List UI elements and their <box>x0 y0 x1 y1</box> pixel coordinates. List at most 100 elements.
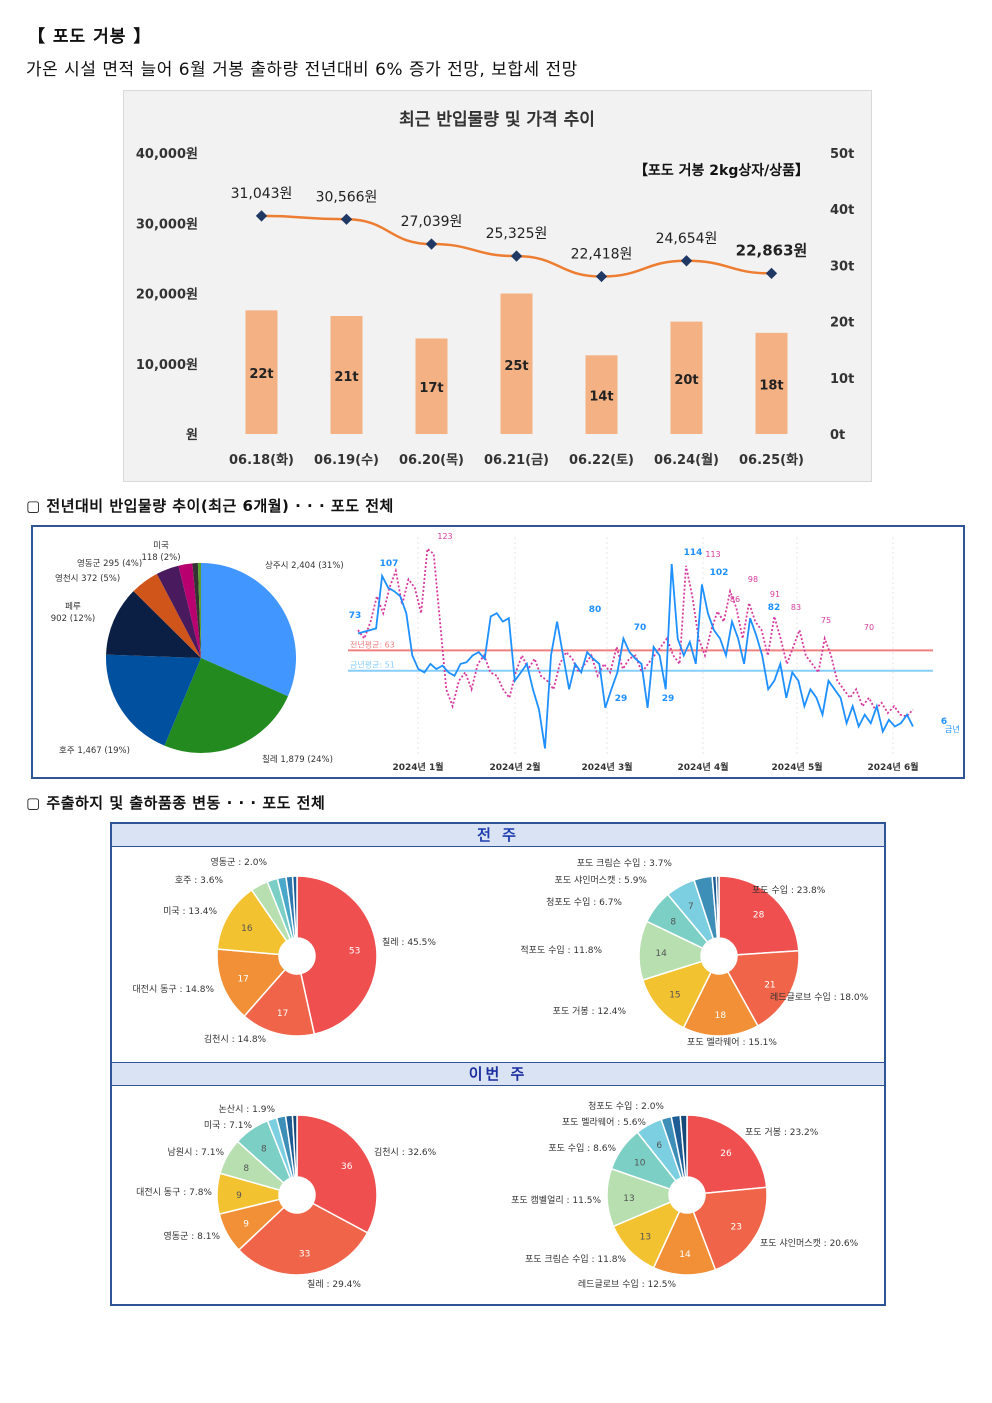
page-subtitle: 가온 시설 면적 늘어 6월 거봉 출하량 전년대비 6% 증가 전망, 보합세… <box>26 60 578 80</box>
origin-variety-panel: 전 주 53 17 17 16 칠레 : 45.5% 김천시 : 14.8% 대전시 동구 … <box>110 822 886 1306</box>
origin-pie-slice <box>164 658 288 753</box>
donut-label: 청포도 수입 : 6.7% <box>546 896 622 908</box>
x-tick-label: 06.22(토) <box>569 453 634 468</box>
donut-label: 남원시 : 7.1% <box>168 1147 225 1158</box>
donut-label: 포도 크림슨 수입 : 11.8% <box>525 1253 626 1265</box>
bar-label: 25t <box>504 359 528 374</box>
prev-year-data-label: 83 <box>791 603 801 612</box>
donut-label: 적포도 수입 : 11.8% <box>520 944 602 956</box>
donut-slice <box>638 920 704 981</box>
prev-year-data-label: 123 <box>437 532 452 541</box>
price-volume-chart: 최근 반입물량 및 가격 추이 【포도 거봉 2kg상자/상품】 원 10,000원 2… <box>123 90 872 482</box>
donut-label: 영동군 : 2.0% <box>211 857 268 868</box>
prev-year-data-label: 70 <box>864 623 874 632</box>
bar-label: 21t <box>334 370 358 385</box>
price-label: 22,418원 <box>571 247 633 263</box>
donut-label: 레드글로브 수입 : 12.5% <box>578 1278 677 1290</box>
bar-label: 22t <box>249 367 273 382</box>
origin-pie-slice <box>105 654 201 746</box>
donut-value: 17 <box>277 1009 288 1019</box>
prev-year-line <box>357 547 914 718</box>
pie-label: 호주 1,467 (19%) <box>59 746 130 756</box>
x-tick-label: 06.19(수) <box>314 453 379 468</box>
donut-label: 포도 크림슨 수입 : 3.7% <box>577 857 673 869</box>
donut-label: 포도 수입 : 8.6% <box>548 1142 616 1154</box>
origin-pie-slice <box>197 563 201 658</box>
origin-pie-slice <box>133 573 201 658</box>
y-right-tick: 30t <box>830 259 854 274</box>
donut-value: 33 <box>299 1249 310 1259</box>
donut-value: 23 <box>731 1223 742 1233</box>
chart-title: 최근 반입물량 및 가격 추이 <box>399 110 595 130</box>
pie-label: 영천시 372 (5%) <box>55 573 120 584</box>
x-tick-label: 06.21(금) <box>484 453 549 468</box>
donut-slice <box>715 875 720 939</box>
donut-label: 대전시 동구 : 7.8% <box>136 1187 212 1198</box>
donut-value: 13 <box>623 1194 634 1204</box>
donut-slice <box>296 1114 378 1234</box>
current-year-data-label: 6 <box>941 717 947 727</box>
volume-bar <box>415 338 448 434</box>
origin-pie-slice <box>106 591 201 658</box>
chart-annotation: 【포도 거봉 2kg상자/상품】 <box>634 163 809 179</box>
pie-label: 118 (2%) <box>141 553 180 563</box>
donut-slice <box>216 888 288 956</box>
donut-label: 포도 거봉 : 23.2% <box>745 1127 819 1138</box>
donut-label: 포도 샤인머스캣 : 20.6% <box>760 1238 859 1249</box>
donut-slice <box>216 948 287 1018</box>
origin-pie-slice <box>192 563 201 658</box>
donut-value: 18 <box>715 1011 727 1021</box>
pie-label: 칠레 1,879 (24%) <box>262 755 333 765</box>
x-tick-label: 06.20(목) <box>399 453 464 468</box>
price-label: 31,043원 <box>231 186 293 202</box>
donut-label: 포도 거봉 : 12.4% <box>553 1006 627 1017</box>
donut-value: 14 <box>655 949 667 959</box>
donut-slice <box>726 949 800 1027</box>
donut-value: 36 <box>341 1162 353 1172</box>
current-year-data-label: 107 <box>380 559 399 569</box>
ref-line-label: 전년평균: 63 <box>350 639 395 649</box>
y-right-tick: 20t <box>830 316 854 331</box>
volume-bar <box>500 293 533 434</box>
price-point <box>425 238 438 250</box>
pie-label: 상주시 2,404 (31%) <box>265 560 344 571</box>
donut-value: 7 <box>688 902 694 912</box>
donut-value: 9 <box>236 1191 242 1201</box>
pie-label: 902 (12%) <box>51 614 95 624</box>
donut-label: 칠레 : 45.5% <box>382 937 436 948</box>
price-label: 25,325원 <box>486 226 548 242</box>
header-this-week: 이번 주 <box>112 1062 884 1086</box>
donut-value: 8 <box>261 1144 267 1154</box>
donut-label: 김천시 : 32.6% <box>374 1146 437 1158</box>
price-volume-svg: 최근 반입물량 및 가격 추이 【포도 거봉 2kg상자/상품】 원 10,000원 2… <box>136 110 854 468</box>
y-left-tick: 30,000원 <box>136 217 198 232</box>
volume-bar <box>245 310 278 434</box>
legend-current: 금년 <box>945 724 960 734</box>
bar-label: 20t <box>674 373 698 388</box>
price-label: 22,863원 <box>736 241 808 259</box>
current-year-data-label: 102 <box>710 568 729 578</box>
y-right-tick: 50t <box>830 147 854 162</box>
donut-label: 대전시 동구 : 14.8% <box>132 984 214 995</box>
volume-bar <box>670 321 703 434</box>
current-year-data-label: 114 <box>684 548 703 558</box>
bar-label: 18t <box>759 378 783 393</box>
donut-label: 호주 : 3.6% <box>175 875 224 886</box>
donut-value: 26 <box>720 1149 732 1159</box>
donut-label: 레드글로브 수입 : 18.0% <box>770 991 869 1003</box>
prev-year-data-label: 86 <box>730 595 740 604</box>
donut-slice <box>291 875 298 939</box>
donut-value: 10 <box>634 1158 646 1168</box>
donut-slice <box>237 1202 369 1276</box>
donut-label: 청포도 수입 : 2.0% <box>588 1100 664 1112</box>
pie-label: 영동군 295 (4%) <box>77 558 142 569</box>
price-point <box>340 213 353 225</box>
donut-label: 포도 수입 : 23.8% <box>752 884 826 896</box>
price-point <box>255 210 268 222</box>
current-year-data-label: 29 <box>615 694 628 704</box>
origin-pie-slice <box>201 563 296 697</box>
pie-label: 페루 <box>65 601 81 612</box>
x-tick-label: 2024년 4월 <box>677 761 728 773</box>
volume-trend-svg: 상주시 2,404 (31%) 칠레 1,879 (24%) 호주 1,467 (1… <box>51 532 960 773</box>
pie-label: 미국 <box>153 541 169 551</box>
